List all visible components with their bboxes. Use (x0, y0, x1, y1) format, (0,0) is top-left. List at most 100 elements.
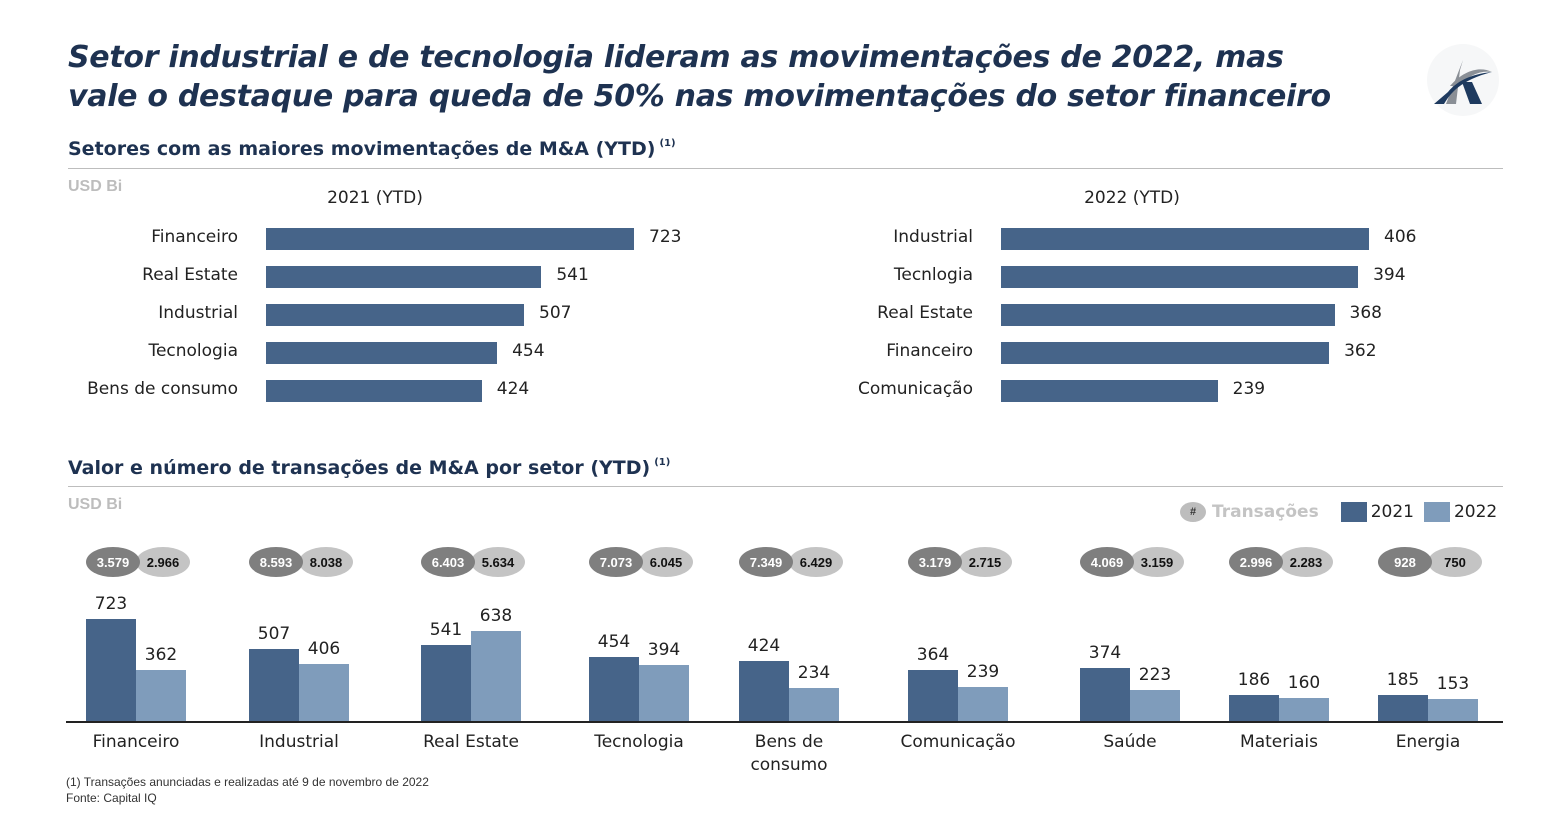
transactions-pill-2021: 8.593 (249, 547, 303, 577)
category-label: Real Estate (423, 732, 519, 752)
transactions-pill-2022: 8.038 (299, 547, 353, 577)
transactions-pill-2021: 928 (1378, 547, 1432, 577)
legend-label-2021: 2021 (1370, 502, 1414, 522)
footnote: (1) Transações anunciadas e realizadas a… (66, 775, 429, 789)
chart-legend: # Transações 2021 2022 (1180, 500, 1507, 524)
bar (266, 228, 634, 250)
bar (1001, 266, 1359, 288)
category-label: Industrial (893, 227, 973, 247)
transactions-pill-2022: 2.283 (1279, 547, 1333, 577)
transactions-pill-2021: 3.579 (86, 547, 140, 577)
bar (266, 304, 525, 326)
transactions-pill-2022: 6.429 (789, 547, 843, 577)
bar-2022 (1130, 689, 1180, 721)
data-label: 223 (1138, 664, 1172, 685)
data-label: 507 (539, 303, 572, 323)
transactions-pill-2022: 5.634 (471, 547, 525, 577)
data-label: 541 (556, 265, 589, 285)
category-label: Real Estate (142, 265, 238, 285)
data-label: 507 (257, 624, 291, 645)
transactions-pill-2021: 3.179 (908, 547, 962, 577)
transactions-pill-2022: 2.715 (958, 547, 1012, 577)
bar-2021 (421, 644, 471, 721)
data-label: 424 (747, 636, 781, 657)
category-label: Financeiro (92, 732, 180, 752)
category-label: Industrial (259, 732, 339, 752)
bar-2022 (1428, 699, 1478, 721)
category-label: Bens de consumo (87, 379, 238, 399)
transactions-pill-2022: 750 (1428, 547, 1482, 577)
category-label: Industrial (158, 303, 238, 323)
data-label: 454 (512, 341, 545, 361)
category-label: Materiais (1240, 732, 1318, 752)
bar-2021 (1229, 694, 1279, 721)
transactions-pill-2022: 6.045 (639, 547, 693, 577)
data-label: 638 (479, 605, 513, 626)
chart-title-2022: 2022 (YTD) (1084, 188, 1180, 208)
category-label: Real Estate (877, 303, 973, 323)
bar-2021 (86, 619, 136, 721)
bar-2021 (739, 661, 789, 721)
category-label: Energia (1395, 732, 1461, 752)
bar-2022 (136, 669, 186, 721)
category-label: Tecnlogia (893, 265, 973, 285)
chart-title-2021: 2021 (YTD) (327, 188, 423, 208)
data-label: 185 (1386, 669, 1420, 690)
bar (1001, 342, 1330, 364)
bar-2022 (639, 665, 689, 721)
unit-label: USD Bi (68, 496, 123, 513)
data-label: 406 (1384, 227, 1417, 247)
transactions-pill-icon: # (1180, 502, 1206, 522)
bar (1001, 304, 1335, 326)
transactions-pill-2022: 2.966 (136, 547, 190, 577)
data-label: 153 (1436, 674, 1470, 695)
section-title-value-by-sector: Valor e número de transações de M&A por … (68, 457, 670, 479)
data-label: 394 (647, 640, 681, 661)
category-label: Tecnologia (594, 732, 684, 752)
data-label: 186 (1237, 669, 1271, 690)
section-title-text: Valor e número de transações de M&A por … (68, 457, 651, 479)
source-note: Fonte: Capital IQ (66, 791, 157, 805)
data-label: 541 (429, 619, 463, 640)
data-label: 362 (144, 644, 178, 665)
data-label: 723 (94, 594, 128, 614)
data-label: 234 (797, 662, 831, 683)
legend-swatch-2022 (1423, 502, 1450, 522)
page-title-line-2: vale o destaque para queda de 50% nas mo… (68, 79, 1331, 114)
data-label: 239 (1232, 379, 1266, 399)
data-label: 394 (1373, 265, 1406, 285)
transactions-pill-2021: 7.349 (739, 547, 793, 577)
legend-transactions-label: Transações (1212, 502, 1319, 522)
company-logo-icon (1420, 42, 1506, 118)
footnote-ref: (1) (654, 456, 671, 468)
bar-2022 (1279, 698, 1329, 721)
data-label: 406 (307, 638, 341, 659)
bar-2022 (958, 687, 1008, 721)
data-label: 368 (1349, 303, 1382, 323)
page-title-line-1: Setor industrial e de tecnologia lideram… (68, 40, 1284, 75)
transactions-pill-2021: 2.996 (1229, 547, 1283, 577)
data-label: 454 (597, 631, 631, 652)
legend-swatch-2021 (1340, 502, 1367, 522)
data-label: 424 (496, 379, 530, 399)
data-label: 239 (966, 662, 1000, 683)
legend-label-2022: 2022 (1453, 502, 1498, 522)
bar-2022 (471, 630, 521, 721)
bar-2021 (1080, 668, 1130, 721)
bar-2021 (1378, 694, 1428, 721)
category-label: Comunicação (857, 379, 973, 399)
category-label: Financeiro (886, 341, 973, 361)
transactions-pill-2021: 7.073 (589, 547, 643, 577)
category-label: Tecnologia (148, 341, 238, 361)
transactions-pill-2021: 6.403 (421, 547, 475, 577)
x-axis-line (66, 721, 1503, 723)
bar (1001, 380, 1218, 402)
category-label: Financeiro (151, 227, 238, 247)
transactions-pill-2021: 4.069 (1080, 547, 1134, 577)
bar-2022 (789, 687, 839, 721)
data-label: 362 (1344, 341, 1377, 361)
category-label: Comunicação (900, 732, 1016, 752)
category-label: Saúde (1103, 732, 1157, 752)
bar (266, 266, 542, 288)
section-divider (68, 486, 1503, 487)
